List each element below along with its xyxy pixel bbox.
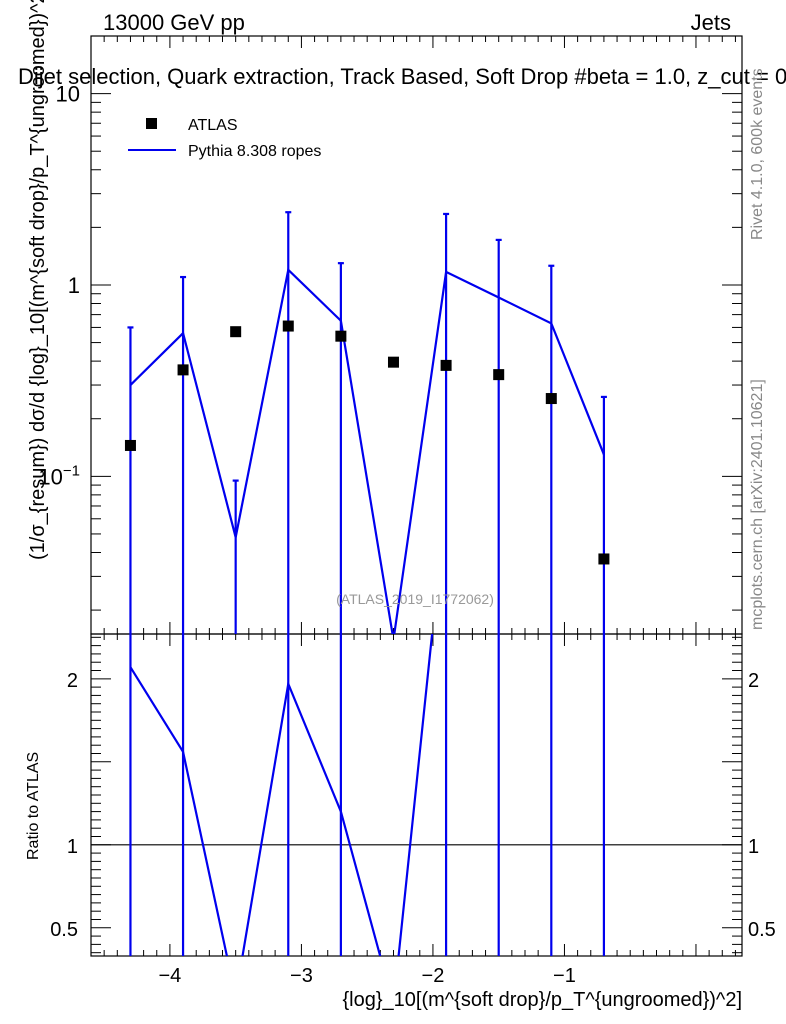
y-tick-label: 10 — [56, 82, 80, 107]
pythia-line — [129, 267, 605, 634]
y-tick-label: 1 — [68, 273, 80, 298]
ratio-axis-title: Ratio to ATLAS — [25, 752, 42, 860]
atlas-marker — [493, 369, 505, 381]
atlas-marker — [335, 330, 347, 342]
analysis-id: (ATLAS_2019_I1772062) — [336, 591, 494, 607]
ratio-y-tick-label-right: 2 — [748, 670, 759, 692]
mcplots-label: mcplots.cern.ch [arXiv:2401.10621] — [749, 379, 766, 630]
atlas-marker — [387, 356, 399, 368]
rivet-version-label: Rivet 4.1.0, 600k events — [749, 68, 766, 240]
atlas-marker — [598, 553, 610, 565]
ratio-y-tick-label-right: 1 — [748, 836, 759, 858]
x-tick-label: −4 — [159, 965, 182, 987]
energy-label: 13000 GeV pp — [103, 10, 245, 35]
ratio-y-tick-label-right: 0.5 — [748, 919, 776, 941]
x-tick-label: −2 — [422, 965, 445, 987]
legend: ATLAS Pythia 8.308 ropes — [128, 117, 321, 160]
x-tick-label: −1 — [553, 965, 576, 987]
legend-atlas-marker — [146, 118, 157, 129]
x-tick-label: −3 — [290, 965, 313, 987]
legend-atlas-label: ATLAS — [188, 117, 238, 134]
x-axis-title: {log}_10[(m^{soft drop}/p_T^{ungroomed})… — [342, 989, 742, 1011]
y-axis-title: (1/σ_{resum}) dσ/d {log}_10[(m^{soft dro… — [27, 0, 49, 560]
atlas-marker — [230, 326, 242, 338]
atlas-marker — [440, 359, 452, 371]
atlas-marker — [124, 439, 136, 451]
legend-pythia-label: Pythia 8.308 ropes — [188, 143, 321, 160]
plot-title: Dijet selection, Quark extraction, Track… — [18, 64, 786, 89]
ratio-y-tick-label: 0.5 — [50, 919, 78, 941]
atlas-marker — [545, 393, 557, 405]
category-label: Jets — [691, 10, 731, 35]
atlas-marker — [177, 364, 189, 376]
ratio-y-tick-label: 1 — [67, 836, 78, 858]
atlas-marker — [282, 320, 294, 332]
ratio-panel-data — [91, 634, 742, 956]
ratio-y-tick-label: 2 — [67, 670, 78, 692]
main-panel-data — [124, 211, 610, 634]
ratio-panel-frame — [90, 633, 743, 957]
ratio-pythia-line — [129, 634, 434, 956]
